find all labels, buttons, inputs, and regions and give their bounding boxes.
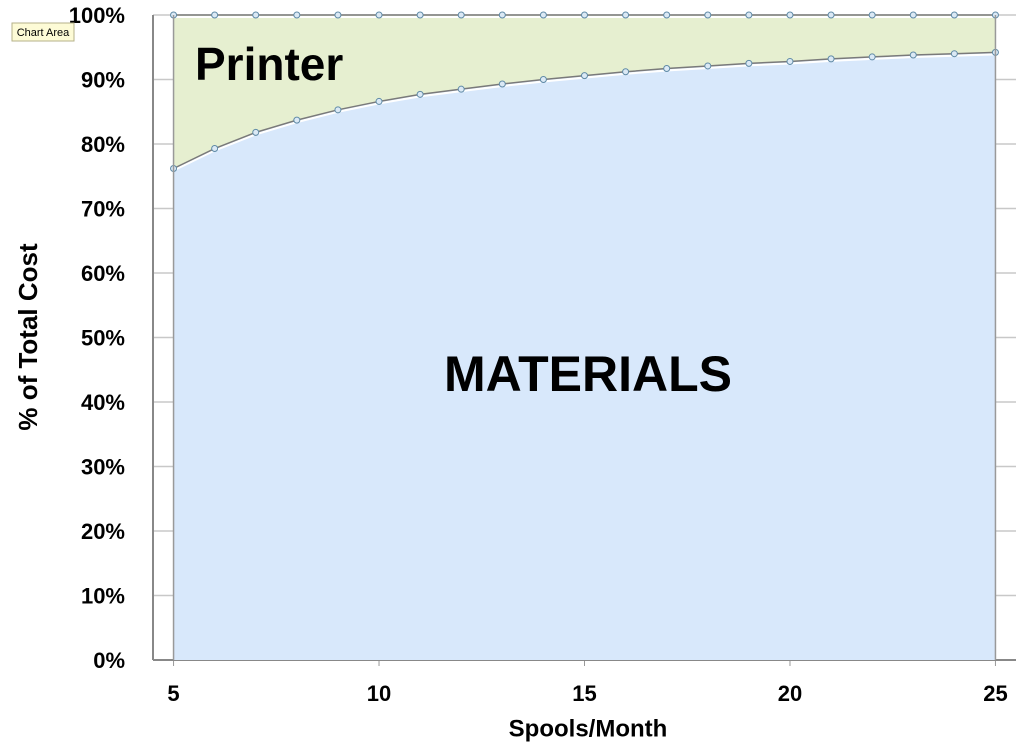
y-tick-label: 90% — [81, 67, 125, 92]
y-tick-label: 60% — [81, 261, 125, 286]
marker — [375, 97, 383, 105]
marker — [252, 128, 260, 136]
marker — [786, 11, 794, 19]
marker — [704, 11, 712, 19]
y-tick-label: 100% — [69, 3, 125, 28]
marker — [375, 11, 383, 19]
marker — [211, 11, 219, 19]
marker — [293, 116, 301, 124]
marker — [539, 11, 547, 19]
marker — [334, 106, 342, 114]
marker — [622, 68, 630, 76]
y-tick-label: 40% — [81, 390, 125, 415]
marker — [581, 11, 588, 19]
marker — [663, 65, 671, 73]
marker — [704, 62, 712, 70]
marker — [827, 55, 835, 63]
marker — [786, 57, 794, 65]
marker — [745, 11, 753, 19]
marker — [498, 11, 506, 19]
marker — [457, 11, 465, 19]
marker — [909, 51, 917, 59]
labels: 0% 10% 20% 30% 40% 50% 60% 70% 80% 90% 100% 5 10 15 20… — [69, 3, 1008, 706]
x-tick-label: 10 — [367, 681, 391, 706]
marker — [827, 11, 835, 19]
marker — [663, 11, 671, 19]
marker — [950, 50, 958, 58]
y-tick-label: 0% — [93, 648, 125, 673]
marker — [868, 11, 876, 19]
marker — [539, 76, 547, 83]
x-axis-title: Spools/Month — [509, 715, 668, 742]
x-tick-label: 25 — [983, 681, 1007, 706]
tooltip-box — [11, 22, 75, 42]
series-label: MATERIALS — [444, 346, 732, 402]
marker — [950, 11, 958, 19]
marker — [211, 145, 219, 153]
marker — [293, 11, 301, 19]
marker — [622, 11, 630, 19]
marker — [909, 11, 917, 19]
marker — [252, 11, 260, 19]
y-tick-label: 30% — [81, 454, 125, 479]
y-tick-label: 70% — [81, 196, 125, 221]
y-tick-label: 20% — [81, 519, 125, 544]
y-axis-title: % of Total Cost — [13, 243, 43, 431]
marker — [334, 11, 342, 19]
series-label: Printer — [195, 38, 343, 90]
area — [173, 52, 996, 661]
area — [173, 15, 996, 169]
x-tick-label: 15 — [572, 681, 596, 706]
y-tick-label: 10% — [81, 583, 125, 608]
x-tick-label: 5 — [167, 681, 179, 706]
marker — [868, 53, 876, 61]
marker — [416, 11, 424, 19]
y-tick-label: 80% — [81, 132, 125, 157]
tooltip: Chart Area — [17, 27, 70, 39]
x-tick-label: 20 — [778, 681, 802, 706]
marker — [457, 85, 465, 93]
plot-area — [170, 11, 999, 661]
y-tick-label: 50% — [81, 325, 125, 350]
marker — [745, 59, 753, 67]
marker — [498, 80, 506, 88]
marker — [581, 72, 588, 80]
marker — [416, 90, 424, 98]
